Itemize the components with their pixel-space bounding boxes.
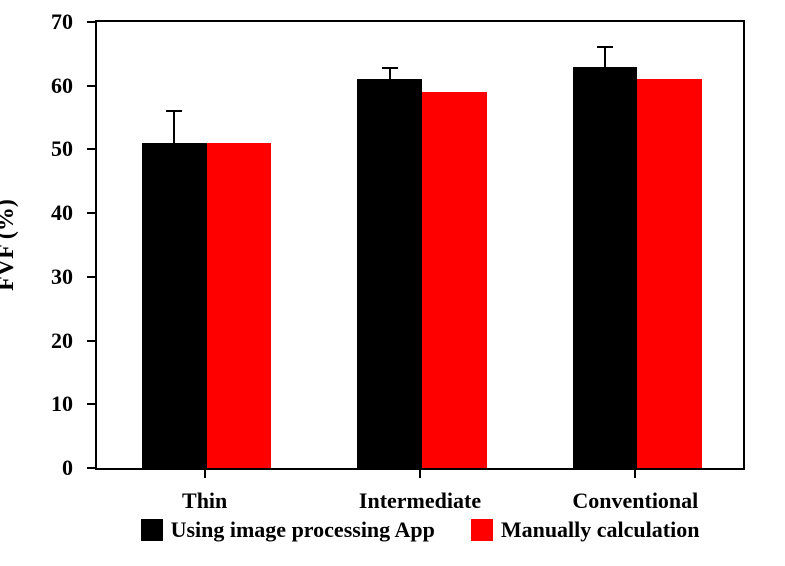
legend-item: Manually calculation bbox=[471, 517, 700, 543]
legend-item: Using image processing App bbox=[141, 517, 435, 543]
y-tick-label: 10 bbox=[13, 391, 73, 417]
y-tick bbox=[87, 148, 95, 150]
x-tick bbox=[634, 470, 636, 478]
bar bbox=[357, 79, 422, 468]
bar bbox=[573, 67, 638, 468]
error-bar-cap bbox=[382, 90, 398, 92]
y-tick-label: 0 bbox=[13, 455, 73, 481]
bar bbox=[422, 92, 487, 468]
legend-swatch bbox=[471, 519, 493, 541]
y-tick-label: 30 bbox=[13, 264, 73, 290]
y-tick bbox=[87, 276, 95, 278]
y-axis-label: FVF (%) bbox=[0, 199, 20, 291]
bar bbox=[142, 143, 207, 468]
legend: Using image processing App Manually calcu… bbox=[95, 510, 745, 550]
y-tick bbox=[87, 21, 95, 23]
y-tick-label: 20 bbox=[13, 328, 73, 354]
plot-area bbox=[95, 20, 745, 470]
error-bar-cap bbox=[597, 85, 613, 87]
error-bar-cap bbox=[166, 174, 182, 176]
error-bar-cap bbox=[166, 110, 182, 112]
x-tick bbox=[419, 470, 421, 478]
y-tick-label: 40 bbox=[13, 200, 73, 226]
legend-swatch bbox=[141, 519, 163, 541]
y-tick bbox=[87, 403, 95, 405]
legend-label: Manually calculation bbox=[501, 517, 700, 543]
fvf-bar-chart: 010203040506070FVF (%)ThinIntermediateCo… bbox=[0, 0, 785, 566]
legend-label: Using image processing App bbox=[171, 517, 435, 543]
error-bar-cap bbox=[382, 67, 398, 69]
y-tick bbox=[87, 340, 95, 342]
bar bbox=[637, 79, 702, 468]
error-bar bbox=[604, 47, 606, 85]
y-tick-label: 70 bbox=[13, 9, 73, 35]
y-tick-label: 60 bbox=[13, 73, 73, 99]
error-bar-cap bbox=[597, 46, 613, 48]
y-tick-label: 50 bbox=[13, 136, 73, 162]
y-tick bbox=[87, 212, 95, 214]
bar bbox=[207, 143, 272, 468]
x-tick bbox=[204, 470, 206, 478]
y-tick bbox=[87, 467, 95, 469]
error-bar bbox=[173, 111, 175, 175]
error-bar bbox=[389, 68, 391, 91]
y-tick bbox=[87, 85, 95, 87]
